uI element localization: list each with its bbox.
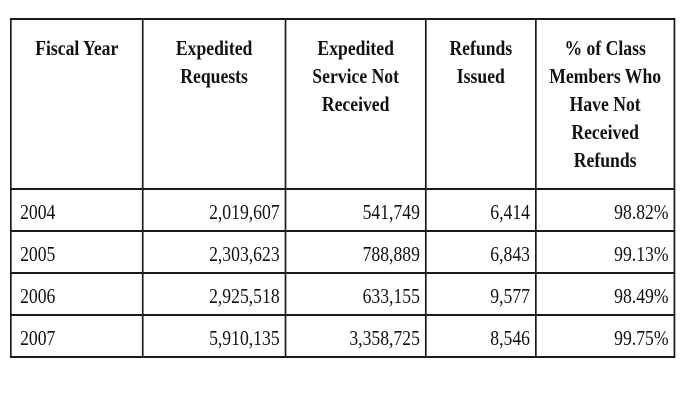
header-line: Requests [144, 62, 285, 90]
header-line: % of Class [537, 34, 674, 62]
header-line: Expedited [144, 34, 285, 62]
header-refunds-issued: Refunds Issued [426, 19, 536, 189]
table-row: 2006 2,925,518 633,155 9,577 98.49% [11, 273, 675, 315]
header-line: Fiscal Year [12, 34, 142, 62]
cell-fiscal-year: 2007 [11, 315, 143, 357]
header-fiscal-year: Fiscal Year [11, 19, 143, 189]
header-line: Service Not [286, 62, 425, 90]
table-row: 2005 2,303,623 788,889 6,843 99.13% [11, 231, 675, 273]
refunds-table: Fiscal Year Expedited Requests Expedited… [10, 18, 675, 358]
header-line: Refunds [427, 34, 535, 62]
header-pct-not-received: % of Class Members Who Have Not Received… [536, 19, 675, 189]
cell-expedited-requests: 2,303,623 [143, 231, 286, 273]
cell-refunds-issued: 8,546 [426, 315, 536, 357]
cell-service-not-received: 633,155 [286, 273, 426, 315]
cell-fiscal-year: 2005 [11, 231, 143, 273]
cell-refunds-issued: 6,414 [426, 189, 536, 231]
header-line: Refunds [537, 146, 674, 174]
header-expedited-service-not-received: Expedited Service Not Received [286, 19, 426, 189]
cell-pct-not-received: 99.13% [536, 231, 675, 273]
header-line: Expedited [286, 34, 425, 62]
header-line: Issued [427, 62, 535, 90]
header-line: Members Who [537, 62, 674, 90]
header-line: Received [537, 118, 674, 146]
cell-refunds-issued: 9,577 [426, 273, 536, 315]
cell-expedited-requests: 2,925,518 [143, 273, 286, 315]
header-line: Have Not [537, 90, 674, 118]
table-row: 2007 5,910,135 3,358,725 8,546 99.75% [11, 315, 675, 357]
table-row: 2004 2,019,607 541,749 6,414 98.82% [11, 189, 675, 231]
cell-refunds-issued: 6,843 [426, 231, 536, 273]
header-line: Received [286, 90, 425, 118]
cell-service-not-received: 3,358,725 [286, 315, 426, 357]
cell-fiscal-year: 2006 [11, 273, 143, 315]
cell-service-not-received: 788,889 [286, 231, 426, 273]
header-expedited-requests: Expedited Requests [143, 19, 286, 189]
cell-expedited-requests: 2,019,607 [143, 189, 286, 231]
table-header-row: Fiscal Year Expedited Requests Expedited… [11, 19, 675, 189]
cell-expedited-requests: 5,910,135 [143, 315, 286, 357]
cell-pct-not-received: 98.82% [536, 189, 675, 231]
cell-pct-not-received: 98.49% [536, 273, 675, 315]
cell-pct-not-received: 99.75% [536, 315, 675, 357]
cell-fiscal-year: 2004 [11, 189, 143, 231]
cell-service-not-received: 541,749 [286, 189, 426, 231]
